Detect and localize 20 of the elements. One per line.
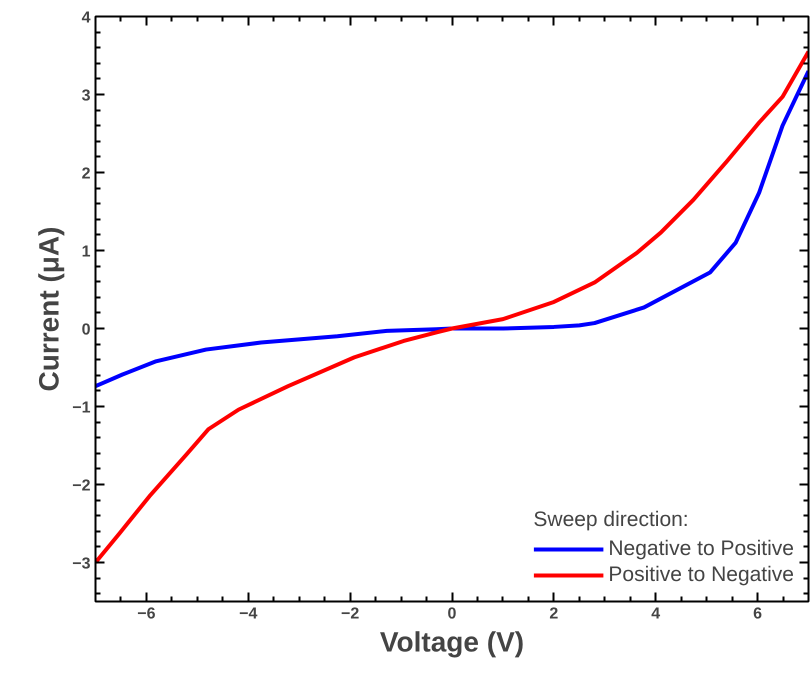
y-tick-label: −2 <box>72 478 91 494</box>
y-tick-label: −1 <box>72 400 91 416</box>
y-tick-label: −3 <box>72 556 91 572</box>
legend-label: Negative to Positive <box>608 537 794 561</box>
y-axis-title: Current (μA) <box>33 226 64 392</box>
x-tick-label: 4 <box>651 606 660 622</box>
y-tick-label: 0 <box>82 322 91 338</box>
x-tick-label: −2 <box>341 606 360 622</box>
x-tick-label: −6 <box>137 606 156 622</box>
y-tick-label: 2 <box>82 166 91 182</box>
y-tick-label: 4 <box>82 10 91 26</box>
x-tick-label: 0 <box>448 606 457 622</box>
x-tick-label: 2 <box>549 606 558 622</box>
x-tick-label: −4 <box>239 606 258 622</box>
legend-title: Sweep direction: <box>533 508 690 532</box>
x-tick-label: 6 <box>753 606 762 622</box>
y-tick-label: 3 <box>82 88 91 104</box>
y-tick-label: 1 <box>82 244 91 260</box>
legend-label: Positive to Negative <box>608 563 794 587</box>
x-axis-title: Voltage (V) <box>380 626 524 658</box>
